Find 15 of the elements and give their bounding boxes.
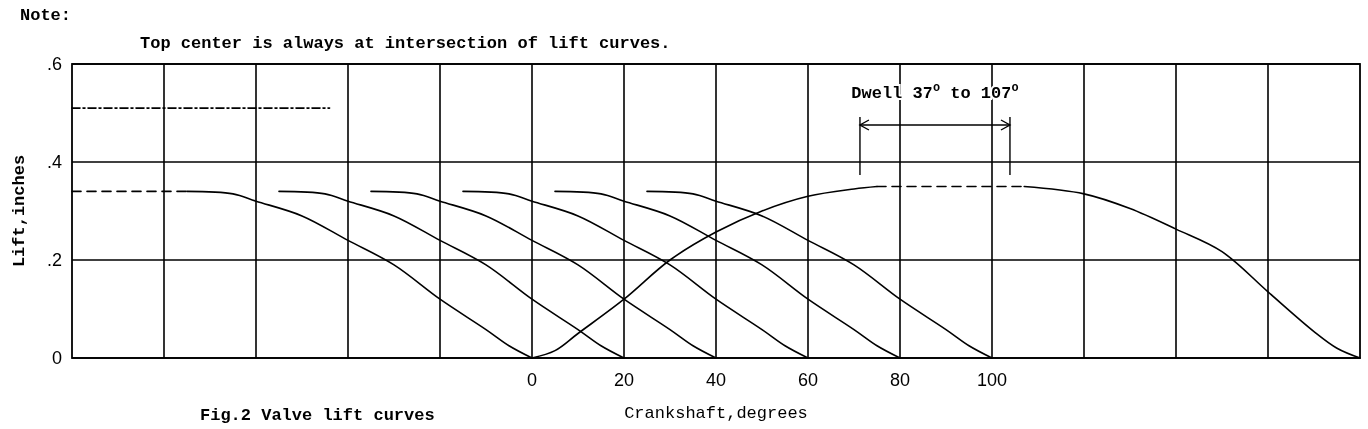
x-tick-label: 20 xyxy=(613,370,635,390)
y-tick-label: .6 xyxy=(46,54,62,74)
text: Note: xyxy=(20,6,72,25)
x-tick-label: 80 xyxy=(889,370,911,390)
text: Fig.2 Valve lift curves xyxy=(200,406,435,425)
text: Top center is always at intersection of lift curves. xyxy=(140,34,671,53)
x-tick-label: 100 xyxy=(976,370,1008,390)
x-tick-label: 0 xyxy=(526,370,538,390)
x-tick-label: 40 xyxy=(705,370,727,390)
x-axis-title: Crankshaft,degrees xyxy=(624,404,808,423)
y-axis-title: Lift,inches xyxy=(10,154,29,268)
x-tick-label: 60 xyxy=(797,370,819,390)
y-tick-label: .2 xyxy=(46,250,62,270)
y-tick-label: 0 xyxy=(51,348,62,368)
y-tick-label: .4 xyxy=(46,152,62,172)
